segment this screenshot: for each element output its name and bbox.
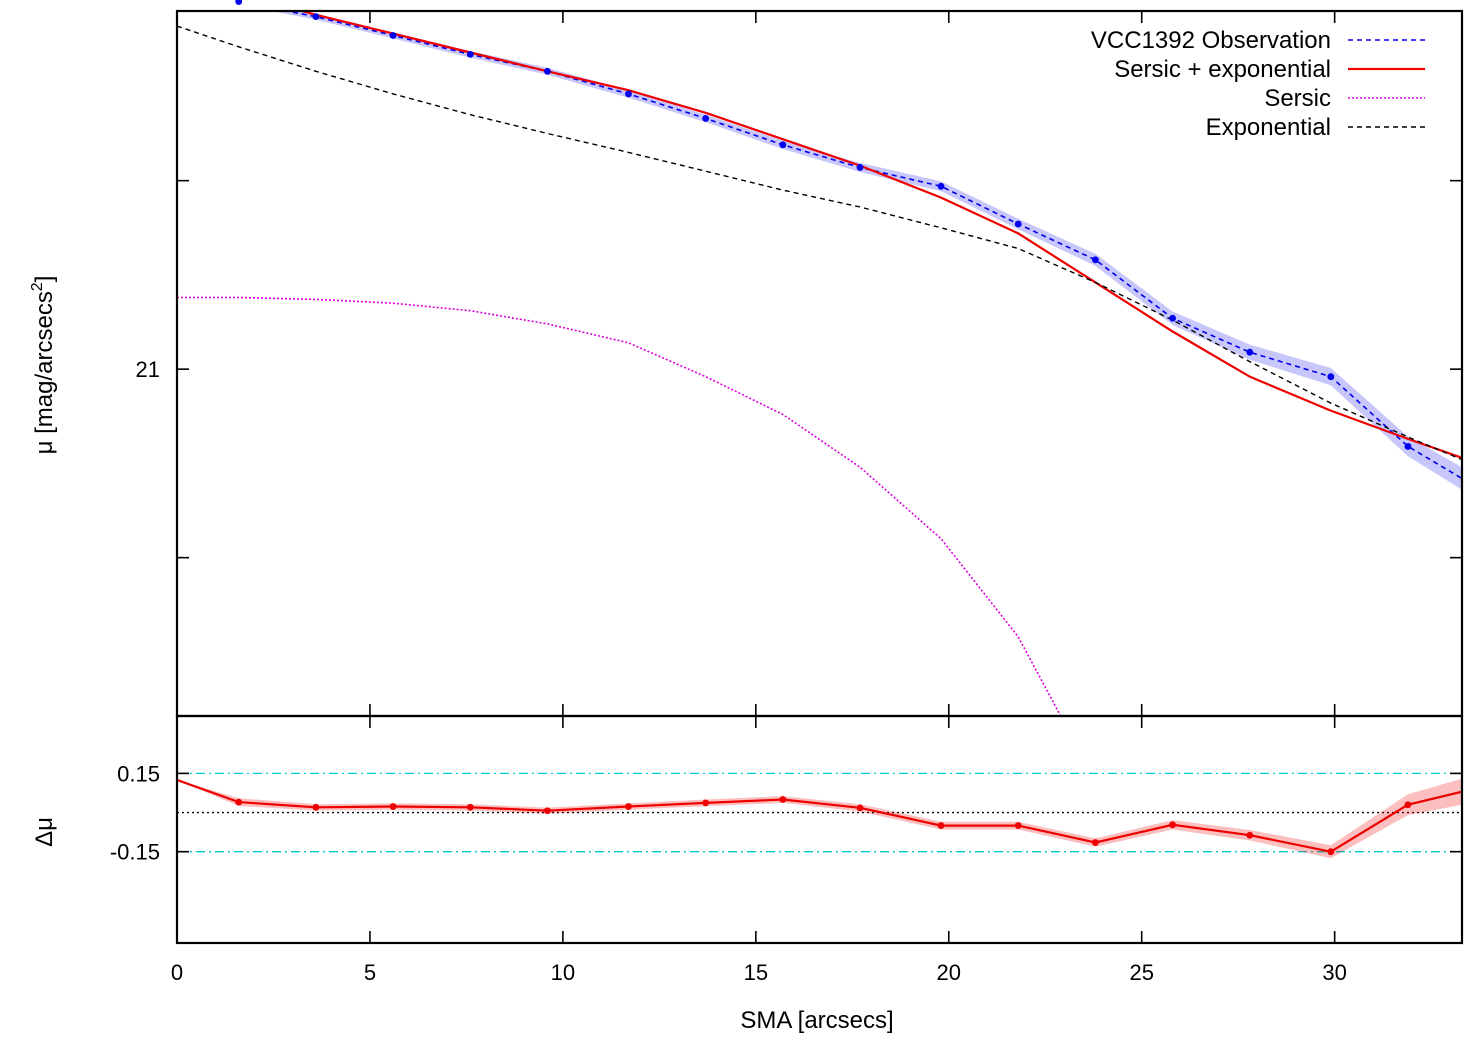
residual-point	[1014, 822, 1022, 829]
legend-label: Sersic + exponential	[1114, 56, 1331, 83]
observation-point	[1014, 220, 1022, 228]
residual-point	[1404, 801, 1412, 809]
residual-point	[856, 804, 864, 812]
residual-point	[312, 803, 320, 811]
legend-label: Sersic	[1264, 85, 1331, 112]
residual-point	[389, 803, 397, 810]
observation-point	[1169, 314, 1176, 322]
bottom-x-axis-title: SMA [arcsecs]	[740, 1007, 893, 1034]
x-tick-label: 15	[744, 960, 768, 985]
residual-point	[544, 807, 551, 815]
observation-point	[235, 0, 243, 5]
residual-point	[937, 822, 945, 829]
observation-point	[702, 115, 710, 122]
series-line-exponential	[177, 25, 1462, 461]
observation-point	[466, 50, 474, 58]
x-tick-label: 0	[171, 960, 183, 985]
bottom-y-tick-label: 0.15	[117, 761, 160, 786]
series-line-sersic	[177, 296, 1062, 716]
x-tick-label: 5	[364, 960, 376, 985]
bottom-panel-frame	[175, 714, 1464, 945]
bottom-y-tick-label: -0.15	[110, 840, 160, 865]
observation-point	[389, 32, 397, 39]
residual-line	[177, 778, 1462, 853]
residual-point	[1246, 831, 1254, 839]
residual-point	[1327, 848, 1335, 856]
observation-point	[937, 182, 945, 190]
top-y-axis-title-bracket: ]	[31, 276, 58, 283]
residual-point	[702, 799, 710, 807]
x-tick-label: 25	[1129, 960, 1153, 985]
observation-point	[1246, 348, 1254, 356]
x-tick-label: 10	[551, 960, 575, 985]
bottom-y-axis-title: Δμ	[31, 817, 58, 847]
observation-point	[856, 164, 864, 171]
observation-point	[1404, 443, 1412, 450]
observation-point	[779, 141, 787, 149]
series-line-vcc1392-observation	[282, 11, 1462, 480]
residual-point	[1169, 821, 1176, 829]
observation-point	[1092, 256, 1099, 264]
observation-point	[625, 90, 632, 98]
residual-point	[235, 798, 243, 806]
top-y-axis-title-text: μ [mag/arcsecs	[31, 291, 58, 454]
observation-point	[1327, 373, 1335, 381]
series-line-sersic-exponential	[297, 11, 1462, 459]
top-y-axis-title: μ [mag/arcsecs2]	[29, 276, 58, 455]
x-tick-label: 20	[937, 960, 961, 985]
residual-error-band	[177, 778, 1462, 859]
x-tick-label: 30	[1322, 960, 1346, 985]
residual-point	[466, 803, 474, 811]
legend-label: Exponential	[1206, 114, 1331, 141]
top-y-axis-title-superscript: 2	[29, 282, 46, 291]
residual-point	[1092, 839, 1099, 846]
observation-point	[544, 67, 551, 75]
top-y-tick-label: 21	[136, 357, 160, 382]
residual-point	[779, 796, 787, 803]
legend-label: VCC1392 Observation	[1091, 27, 1331, 54]
observation-point	[312, 13, 320, 21]
residual-point	[625, 803, 632, 810]
